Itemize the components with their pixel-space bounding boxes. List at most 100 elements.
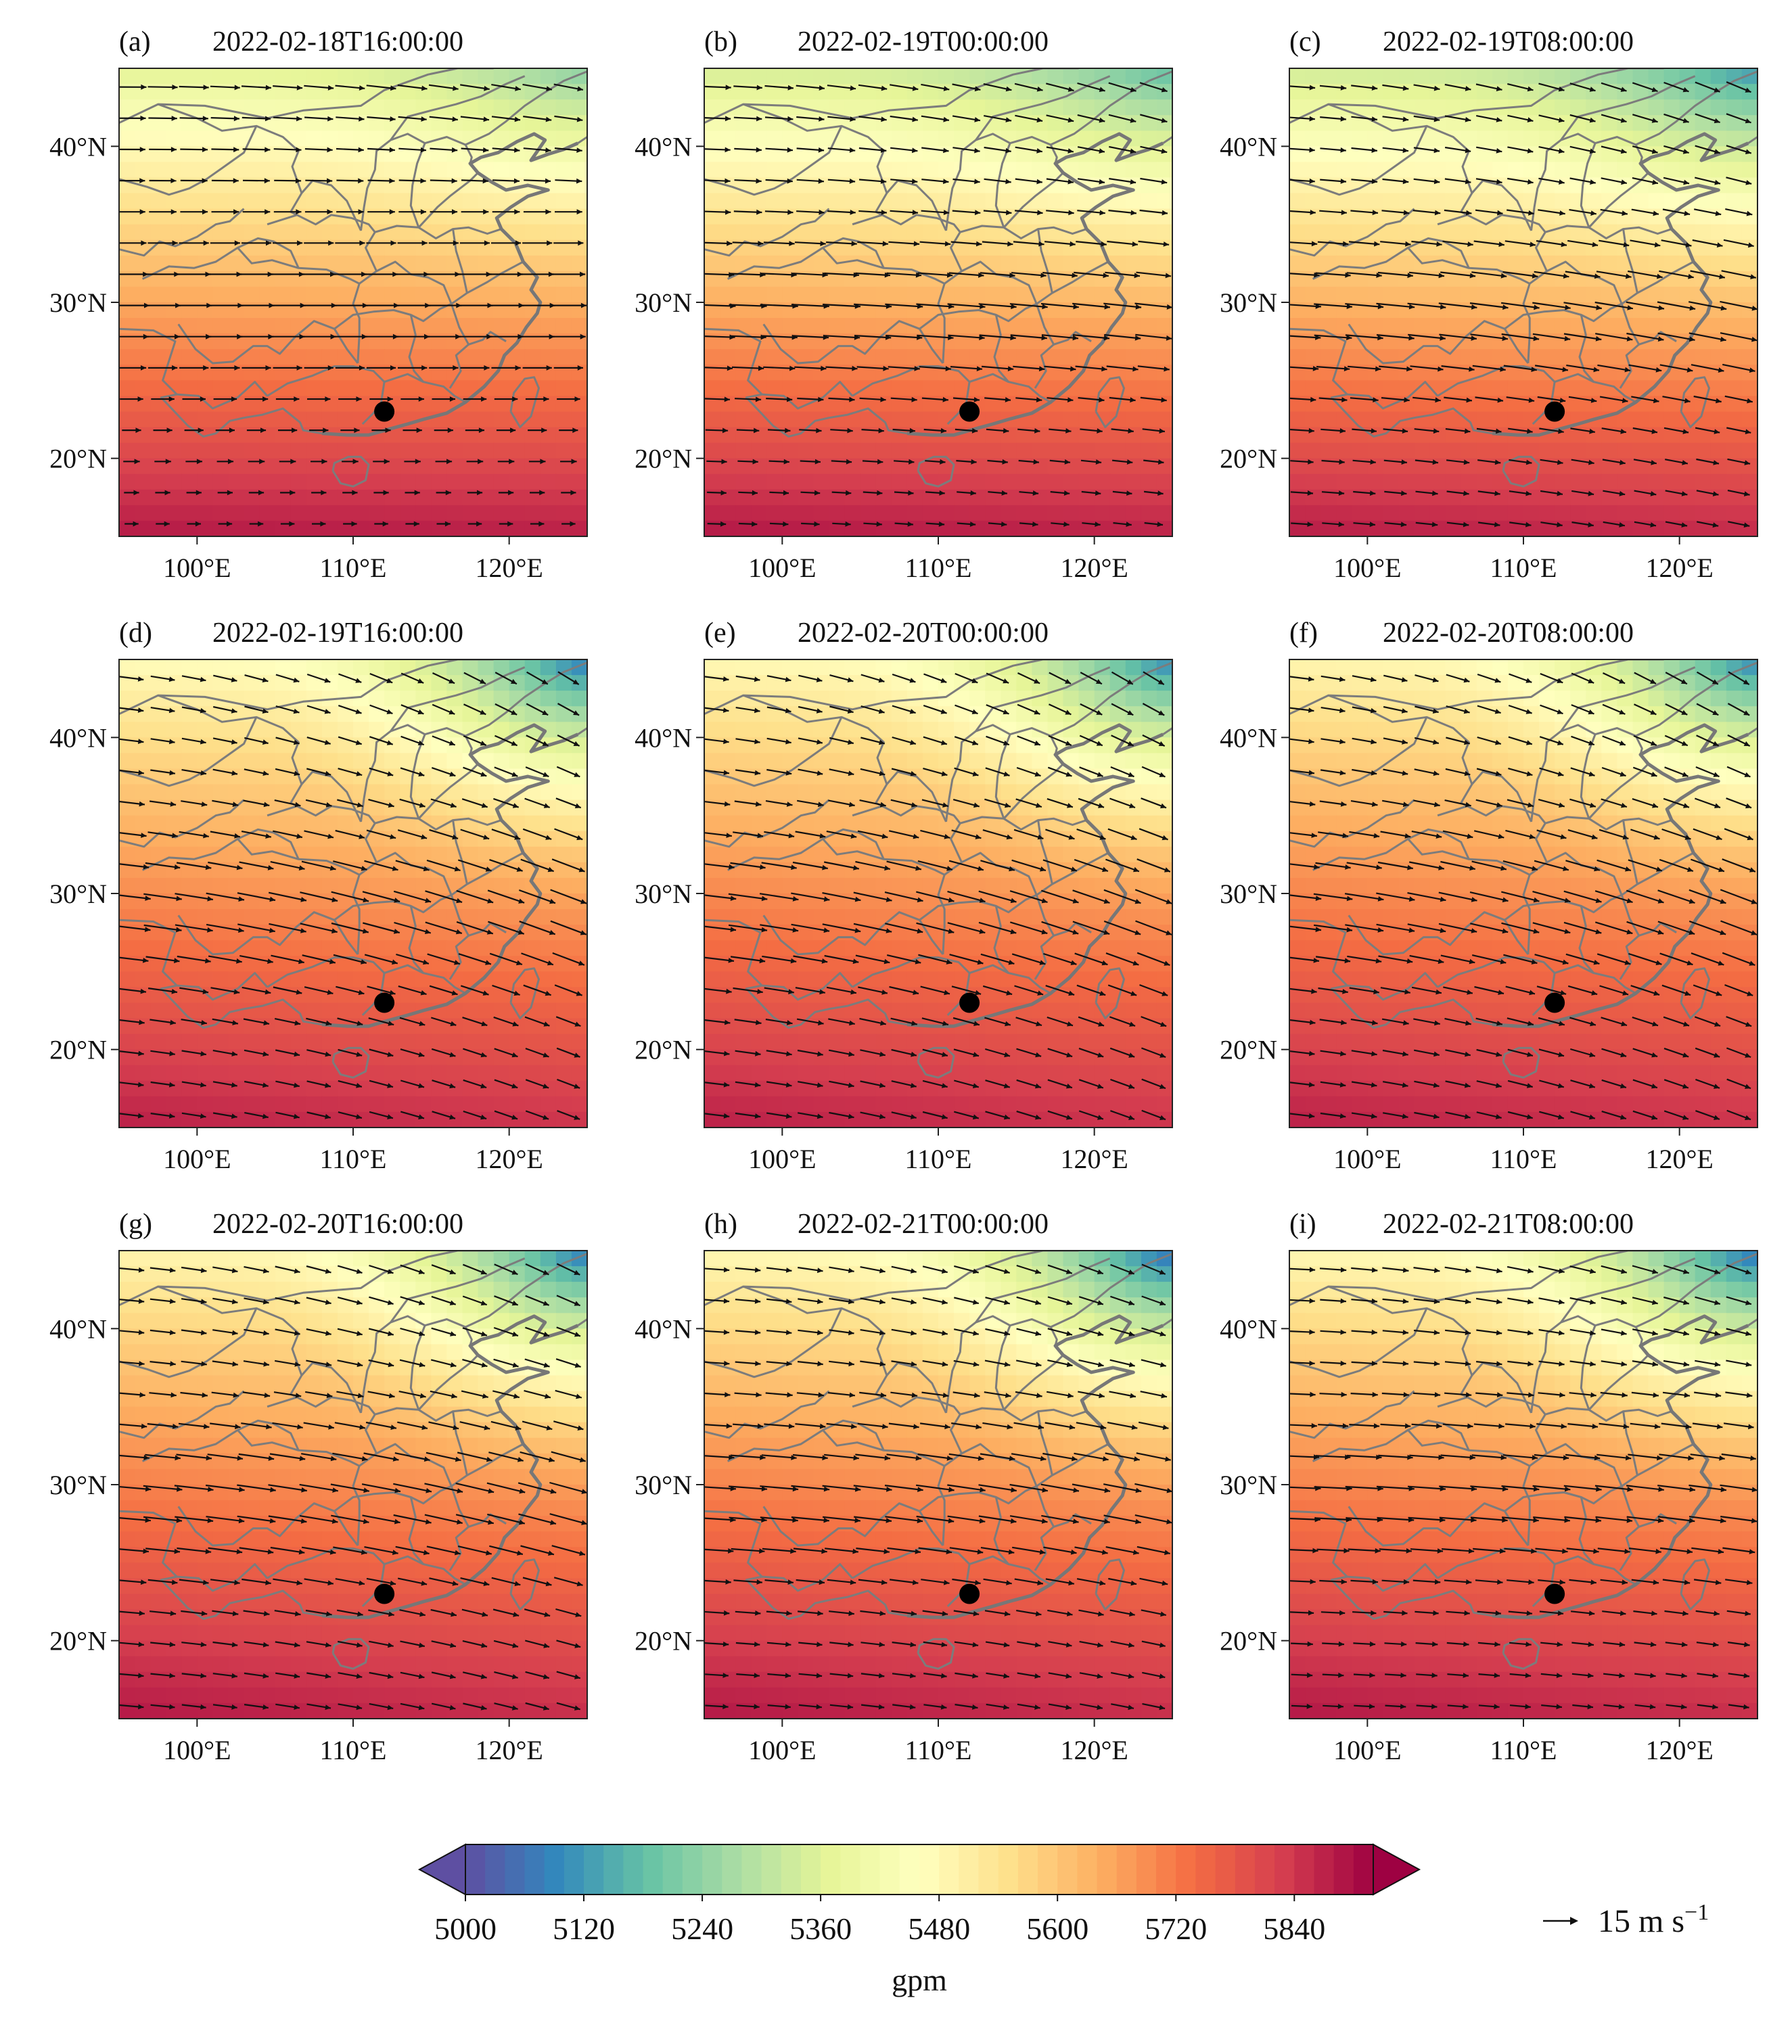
height-cell <box>798 286 814 303</box>
wind-vector-head <box>911 179 918 184</box>
wind-vector-head <box>917 335 923 340</box>
height-cell <box>1695 365 1711 381</box>
height-cell <box>1141 115 1157 132</box>
wind-vector-head <box>294 396 300 402</box>
height-cell <box>1632 442 1649 459</box>
wind-vector-head <box>1651 87 1658 93</box>
height-cell <box>259 675 276 691</box>
height-cell <box>1063 349 1080 366</box>
height-cell <box>524 1018 541 1035</box>
height-cell <box>478 784 495 801</box>
height-cell <box>1367 286 1384 303</box>
height-cell <box>400 737 417 754</box>
wind-vector <box>1042 272 1078 277</box>
height-cell <box>197 862 214 879</box>
height-cell <box>798 520 814 536</box>
height-cell <box>1570 162 1587 179</box>
height-cell <box>735 193 752 210</box>
height-cell <box>1492 349 1509 366</box>
height-cell <box>1617 115 1634 132</box>
height-cell <box>891 99 908 116</box>
height-cell <box>524 940 541 957</box>
height-cell <box>1539 365 1555 381</box>
height-cell <box>493 722 510 739</box>
wind-vector-head <box>755 396 762 402</box>
height-cell <box>1016 208 1033 225</box>
height-cell <box>1570 115 1587 132</box>
height-cell <box>415 706 432 723</box>
height-cell <box>384 68 400 85</box>
height-cell <box>197 1033 214 1050</box>
height-cell <box>135 1018 151 1035</box>
height-cell <box>369 333 385 350</box>
height-cell <box>1156 286 1172 303</box>
height-cell <box>166 520 183 536</box>
lat-tick-label: 40°N <box>49 131 107 162</box>
height-cell <box>906 224 923 241</box>
wind-vector-head <box>729 272 735 277</box>
height-cell <box>1492 224 1509 241</box>
height-cell <box>244 909 260 925</box>
wind-vector-head <box>1032 521 1038 527</box>
height-cell <box>1429 99 1446 116</box>
height-cell <box>369 799 385 816</box>
height-cell <box>150 349 166 366</box>
height-cell <box>1601 271 1618 287</box>
height-cell <box>938 255 955 272</box>
height-cell <box>212 473 229 490</box>
height-cell <box>555 971 572 988</box>
wind-vector <box>1563 333 1602 341</box>
height-cell <box>938 318 955 334</box>
height-cell <box>875 84 892 100</box>
height-cell <box>829 505 846 521</box>
height-cell <box>306 815 323 832</box>
height-cell <box>321 505 338 521</box>
height-cell <box>1352 365 1369 381</box>
height-cell <box>290 442 307 459</box>
height-cell <box>150 442 166 459</box>
height-cell <box>212 427 229 444</box>
height-cell <box>1648 286 1665 303</box>
wind-vector-head <box>1589 148 1596 154</box>
height-cell <box>540 442 557 459</box>
height-cell <box>1726 520 1743 536</box>
height-cell <box>1016 520 1033 536</box>
height-cell <box>524 987 541 1004</box>
panel-time: 2022-02-19T00:00:00 <box>798 26 1049 57</box>
wind-vector-head <box>1528 397 1535 403</box>
height-cell <box>321 659 338 676</box>
wind-vector-head <box>170 178 177 183</box>
wind-vector-head <box>359 116 365 122</box>
wind-vector-head <box>943 86 950 91</box>
height-cell <box>1617 162 1634 179</box>
height-cell <box>181 193 198 210</box>
height-cell <box>212 193 229 210</box>
height-cell <box>1710 68 1727 85</box>
height-cell <box>571 146 587 163</box>
height-cell <box>969 442 986 459</box>
height-cell <box>462 224 479 241</box>
wind-vector-head <box>1036 148 1042 154</box>
wind-vector-head <box>546 86 552 91</box>
height-cell <box>290 862 307 879</box>
height-cell <box>1617 411 1634 428</box>
height-cell <box>135 987 151 1004</box>
height-cell <box>353 255 369 272</box>
height-cell <box>1125 427 1142 444</box>
height-cell <box>1156 84 1172 100</box>
wind-vector-head <box>1006 210 1012 216</box>
height-cell <box>735 208 752 225</box>
wind-vector-head <box>1494 459 1501 465</box>
wind-vector-head <box>1685 242 1692 248</box>
height-cell <box>1507 489 1524 506</box>
height-cell <box>829 473 846 490</box>
height-cell <box>400 458 417 475</box>
height-cell <box>1305 68 1321 85</box>
height-cell <box>509 753 526 770</box>
wind-vector-head <box>1341 397 1348 402</box>
height-cell <box>875 68 892 85</box>
height-cell <box>1617 84 1634 100</box>
wind-vector-head <box>1625 273 1632 279</box>
height-cell <box>1476 520 1493 536</box>
height-cell <box>954 473 970 490</box>
